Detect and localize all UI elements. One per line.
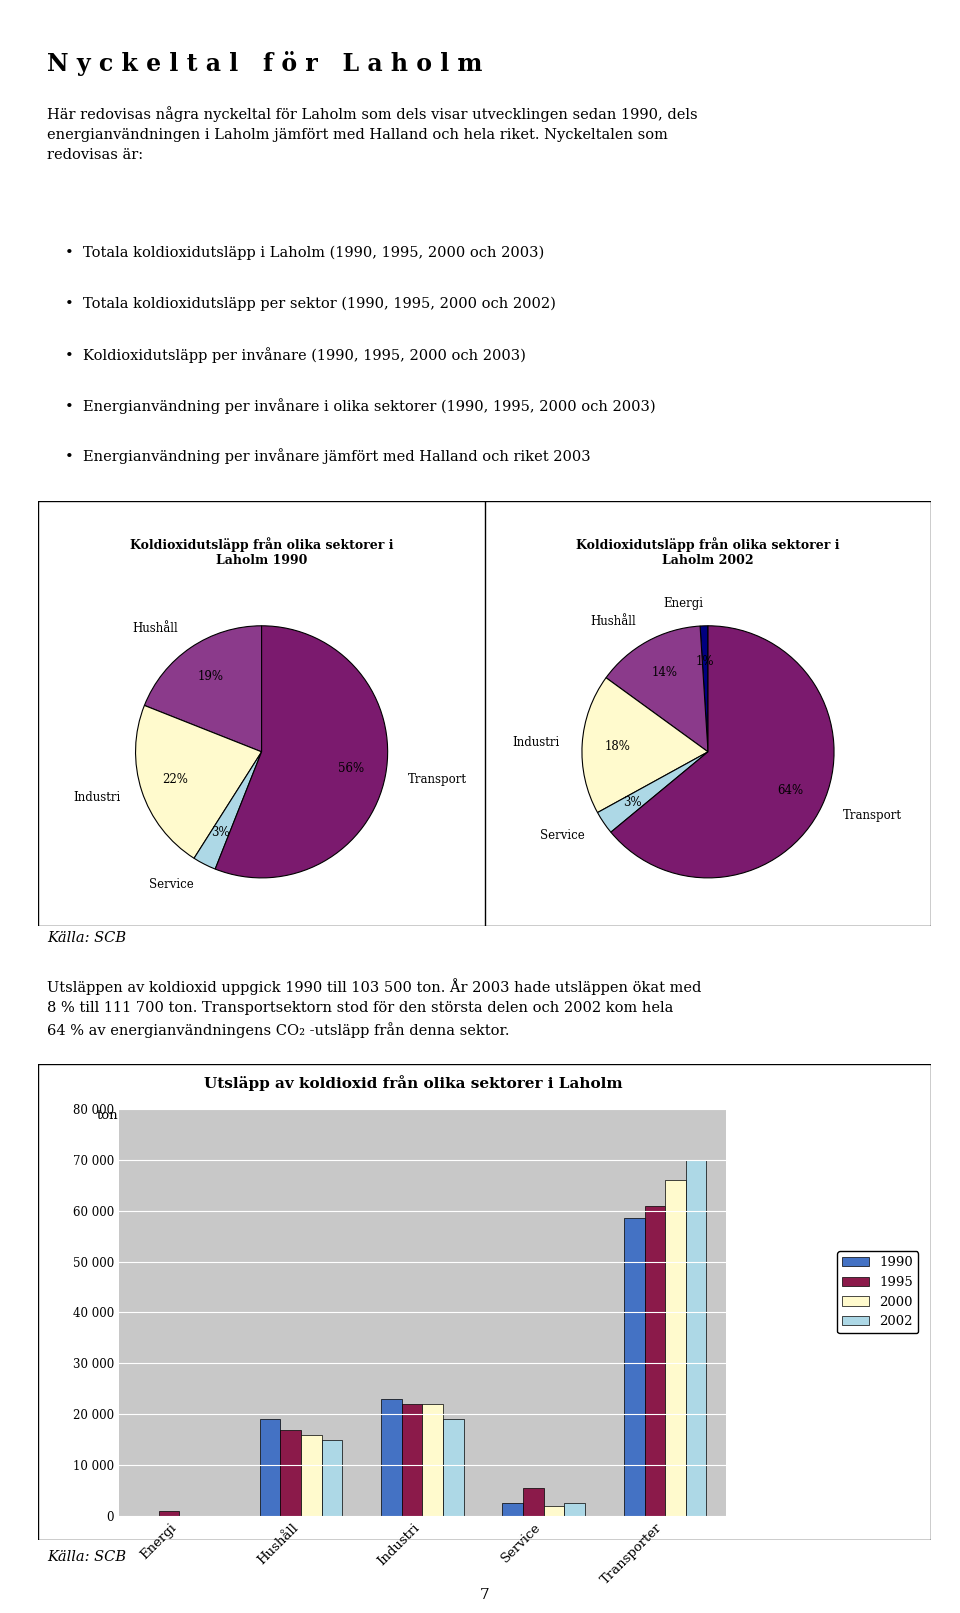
Text: •  Totala koldioxidutsläpp per sektor (1990, 1995, 2000 och 2002): • Totala koldioxidutsläpp per sektor (19…: [65, 297, 556, 311]
Text: •  Energianvändning per invånare jämfört med Halland och riket 2003: • Energianvändning per invånare jämfört …: [65, 448, 590, 465]
Text: 7: 7: [480, 1587, 490, 1602]
Text: •  Energianvändning per invånare i olika sektorer (1990, 1995, 2000 och 2003): • Energianvändning per invånare i olika …: [65, 398, 656, 413]
Text: •  Koldioxidutsläpp per invånare (1990, 1995, 2000 och 2003): • Koldioxidutsläpp per invånare (1990, 1…: [65, 347, 526, 363]
Text: •  Totala koldioxidutsläpp i Laholm (1990, 1995, 2000 och 2003): • Totala koldioxidutsläpp i Laholm (1990…: [65, 245, 544, 260]
Legend: 1990, 1995, 2000, 2002: 1990, 1995, 2000, 2002: [837, 1252, 919, 1334]
Text: Utsläppen av koldioxid uppgick 1990 till 103 500 ton. År 2003 hade utsläppen öka: Utsläppen av koldioxid uppgick 1990 till…: [47, 979, 702, 1039]
Text: Källa: SCB: Källa: SCB: [47, 931, 127, 945]
Text: Utsläpp av koldioxid från olika sektorer i Laholm: Utsläpp av koldioxid från olika sektorer…: [204, 1076, 623, 1092]
Text: N y c k e l t a l   f ö r   L a h o l m: N y c k e l t a l f ö r L a h o l m: [47, 52, 483, 76]
Text: Här redovisas några nyckeltal för Laholm som dels visar utvecklingen sedan 1990,: Här redovisas några nyckeltal för Laholm…: [47, 106, 698, 161]
Text: Källa: SCB: Källa: SCB: [47, 1550, 127, 1563]
Text: ton: ton: [96, 1108, 118, 1123]
